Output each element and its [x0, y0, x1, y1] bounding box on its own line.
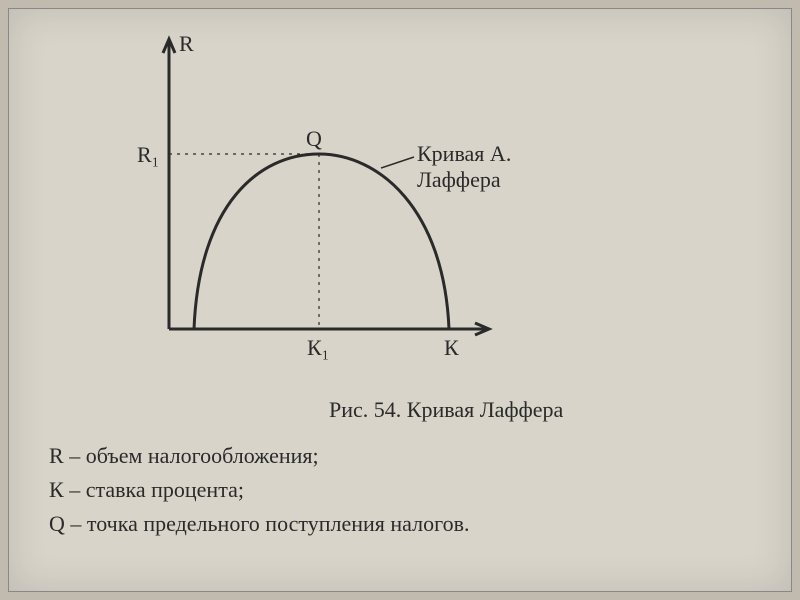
y-axis-label: R [179, 31, 194, 57]
curve-label: Кривая А. Лаффера [417, 141, 589, 193]
chart-svg [109, 29, 589, 369]
legend-item: К – ставка процента; [49, 473, 469, 507]
legend-symbol: R [49, 443, 64, 468]
legend-item: R – объем налогообложения; [49, 439, 469, 473]
legend-text: ставка процента; [86, 477, 244, 502]
legend-text: объем налогообложения; [86, 443, 319, 468]
legend-text: точка предельного поступления налогов. [87, 511, 470, 536]
figure-caption: Рис. 54. Кривая Лаффера [329, 397, 563, 423]
legend-symbol: К [49, 477, 64, 502]
y-tick-r1: R₁ [137, 142, 159, 168]
legend: R – объем налогообложения; К – ставка пр… [49, 439, 469, 541]
legend-symbol: Q [49, 511, 65, 536]
leader-line [381, 157, 414, 168]
laffer-curve [194, 154, 449, 329]
x-tick-k1: К₁ [307, 335, 329, 361]
x-axis-label: К [444, 335, 459, 361]
laffer-chart: R R₁ Q К₁ К Кривая А. Лаффера [109, 29, 589, 369]
point-q-label: Q [306, 126, 322, 152]
legend-item: Q – точка предельного поступления налого… [49, 507, 469, 541]
page-scan: R R₁ Q К₁ К Кривая А. Лаффера Рис. 54. К… [8, 8, 792, 592]
